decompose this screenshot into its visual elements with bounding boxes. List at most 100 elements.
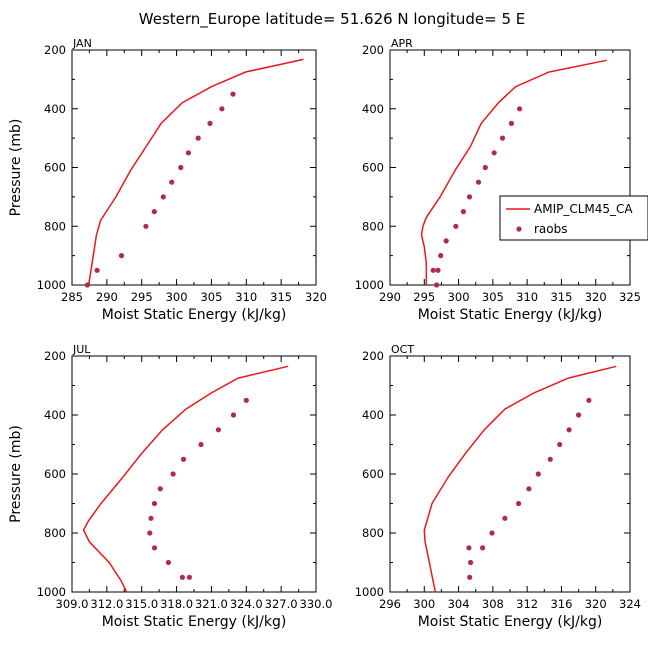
x-tick-label: 290 bbox=[379, 290, 401, 304]
obs-point bbox=[435, 267, 441, 273]
panel-jan: JAN 285 290 295 300 305 310 315 320 200 400 600 800 1… bbox=[8, 37, 327, 323]
y-tick-label: 400 bbox=[362, 408, 384, 422]
figure-title: Western_Europe latitude= 51.626 N longit… bbox=[139, 10, 525, 29]
obs-point bbox=[195, 135, 201, 141]
y-tick-label: 800 bbox=[44, 219, 66, 233]
obs-point bbox=[547, 456, 553, 462]
y-tick-label: 200 bbox=[44, 349, 66, 363]
panel-title: OCT bbox=[391, 343, 414, 356]
obs-point bbox=[586, 397, 592, 403]
y-tick-label: 200 bbox=[44, 43, 66, 57]
obs-point bbox=[480, 545, 486, 551]
x-tick-label: 312 bbox=[516, 597, 538, 611]
obs-point bbox=[186, 574, 192, 580]
y-tick-label: 800 bbox=[362, 219, 384, 233]
obs-point bbox=[215, 427, 221, 433]
x-axis-label: Moist Static Energy (kJ/kg) bbox=[102, 307, 287, 323]
y-tick-label: 1000 bbox=[37, 585, 66, 599]
obs-point bbox=[460, 209, 466, 215]
x-tick-label: 327.0 bbox=[265, 597, 298, 611]
panel-apr: APR 290 295 300 305 310 315 320 325 200 400 600 800 1… bbox=[355, 37, 641, 323]
obs-point bbox=[178, 164, 184, 171]
x-tick-label: 330.0 bbox=[300, 597, 333, 611]
panel-title: APR bbox=[391, 37, 413, 50]
panel-title: JAN bbox=[72, 37, 92, 50]
legend: AMIP_CLM45_CA raobs bbox=[499, 195, 648, 241]
legend-label-model: AMIP_CLM45_CA bbox=[534, 202, 633, 216]
x-tick-label: 296 bbox=[379, 597, 401, 611]
x-tick-label: 300 bbox=[448, 290, 470, 304]
y-tick-label: 400 bbox=[362, 102, 384, 116]
panel-jul: JUL 309.0 312.0 315.0 318.0 321.0 324.0 327.0 33… bbox=[8, 343, 332, 630]
plot-frame bbox=[71, 49, 317, 286]
y-axis-label: Pressure (mb) bbox=[8, 425, 24, 523]
y-tick-label: 600 bbox=[44, 161, 66, 175]
y-axis-label: Pressure (mb) bbox=[8, 119, 24, 217]
obs-point bbox=[151, 209, 157, 215]
x-tick-label: 315 bbox=[270, 290, 292, 304]
obs-point bbox=[535, 471, 541, 477]
y-tick-label: 400 bbox=[44, 408, 66, 422]
obs-point bbox=[180, 456, 187, 462]
x-tick-label: 285 bbox=[61, 290, 83, 304]
x-tick-label: 315 bbox=[550, 290, 572, 304]
panels: JAN 285 290 295 300 305 310 315 320 200 400 600 800 1… bbox=[8, 37, 641, 630]
obs-point bbox=[430, 267, 436, 273]
obs-point bbox=[118, 253, 125, 259]
obs-point bbox=[576, 412, 582, 418]
panel-oct: OCT 296 300 304 308 312 316 320 324 200 400 600 800 1… bbox=[355, 343, 641, 630]
y-tick-label: 1000 bbox=[37, 278, 66, 292]
x-tick-label: 315.0 bbox=[125, 597, 158, 611]
x-axis-label: Moist Static Energy (kJ/kg) bbox=[102, 614, 287, 630]
x-tick-label: 320 bbox=[585, 597, 607, 611]
y-tick-label: 1000 bbox=[355, 585, 384, 599]
obs-point bbox=[466, 194, 473, 200]
obs-point bbox=[466, 545, 472, 551]
x-tick-label: 309.0 bbox=[56, 597, 89, 611]
plot-frame bbox=[71, 355, 317, 593]
x-tick-label: 300 bbox=[166, 290, 188, 304]
x-tick-label: 304 bbox=[448, 597, 470, 611]
panel-title: JUL bbox=[72, 343, 91, 356]
x-tick-label: 312.0 bbox=[90, 597, 123, 611]
obs-point bbox=[467, 574, 473, 580]
series-line-model bbox=[423, 365, 617, 593]
x-tick-label: 295 bbox=[131, 290, 153, 304]
y-tick-label: 800 bbox=[44, 526, 66, 540]
x-tick-label: 318.0 bbox=[160, 597, 193, 611]
obs-point bbox=[489, 530, 495, 536]
obs-point bbox=[475, 179, 482, 185]
obs-point bbox=[468, 559, 474, 566]
obs-point bbox=[94, 267, 100, 273]
legend-dot-swatch bbox=[516, 226, 522, 232]
legend-label-obs: raobs bbox=[534, 222, 568, 236]
obs-point bbox=[526, 486, 532, 492]
obs-point bbox=[198, 441, 204, 448]
obs-point bbox=[143, 223, 149, 229]
obs-point bbox=[557, 441, 563, 448]
x-tick-label: 316 bbox=[550, 597, 572, 611]
obs-point bbox=[151, 545, 158, 551]
y-tick-label: 600 bbox=[362, 467, 384, 481]
obs-point bbox=[84, 282, 90, 288]
series-line-model bbox=[87, 58, 304, 286]
obs-point bbox=[169, 179, 175, 185]
obs-point bbox=[499, 135, 506, 141]
obs-point bbox=[148, 515, 154, 521]
x-tick-label: 305 bbox=[482, 290, 504, 304]
x-tick-label: 295 bbox=[413, 290, 435, 304]
obs-point bbox=[170, 471, 176, 477]
obs-point bbox=[147, 530, 153, 536]
obs-point bbox=[508, 120, 514, 126]
x-tick-label: 310 bbox=[235, 290, 257, 304]
y-tick-label: 200 bbox=[362, 43, 384, 57]
obs-point bbox=[160, 194, 166, 200]
obs-point bbox=[185, 150, 191, 156]
x-tick-label: 305 bbox=[200, 290, 222, 304]
x-tick-label: 325 bbox=[619, 290, 641, 304]
obs-point bbox=[443, 238, 449, 244]
obs-point bbox=[230, 91, 236, 97]
obs-point bbox=[219, 106, 225, 112]
x-tick-label: 320 bbox=[305, 290, 327, 304]
plot-frame bbox=[389, 355, 631, 593]
